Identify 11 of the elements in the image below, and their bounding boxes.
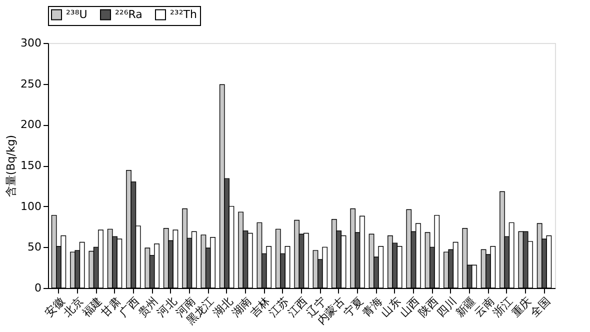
y-tick-label: 100 [20,200,42,213]
y-tick-label: 200 [20,118,42,132]
y-tick-label: 50 [28,240,42,254]
y-tick-label: 150 [20,159,42,172]
legend-label: ²³⁸U [66,8,88,21]
y-tick-label: 250 [20,77,42,90]
y-tick-label: 300 [20,36,42,50]
legend-label: ²³²Th [170,8,197,21]
legend-label: ²²⁶Ra [115,8,142,21]
y-axis-title: 含量(Bq/kg) [4,134,18,198]
y-tick-label: 0 [34,282,42,294]
